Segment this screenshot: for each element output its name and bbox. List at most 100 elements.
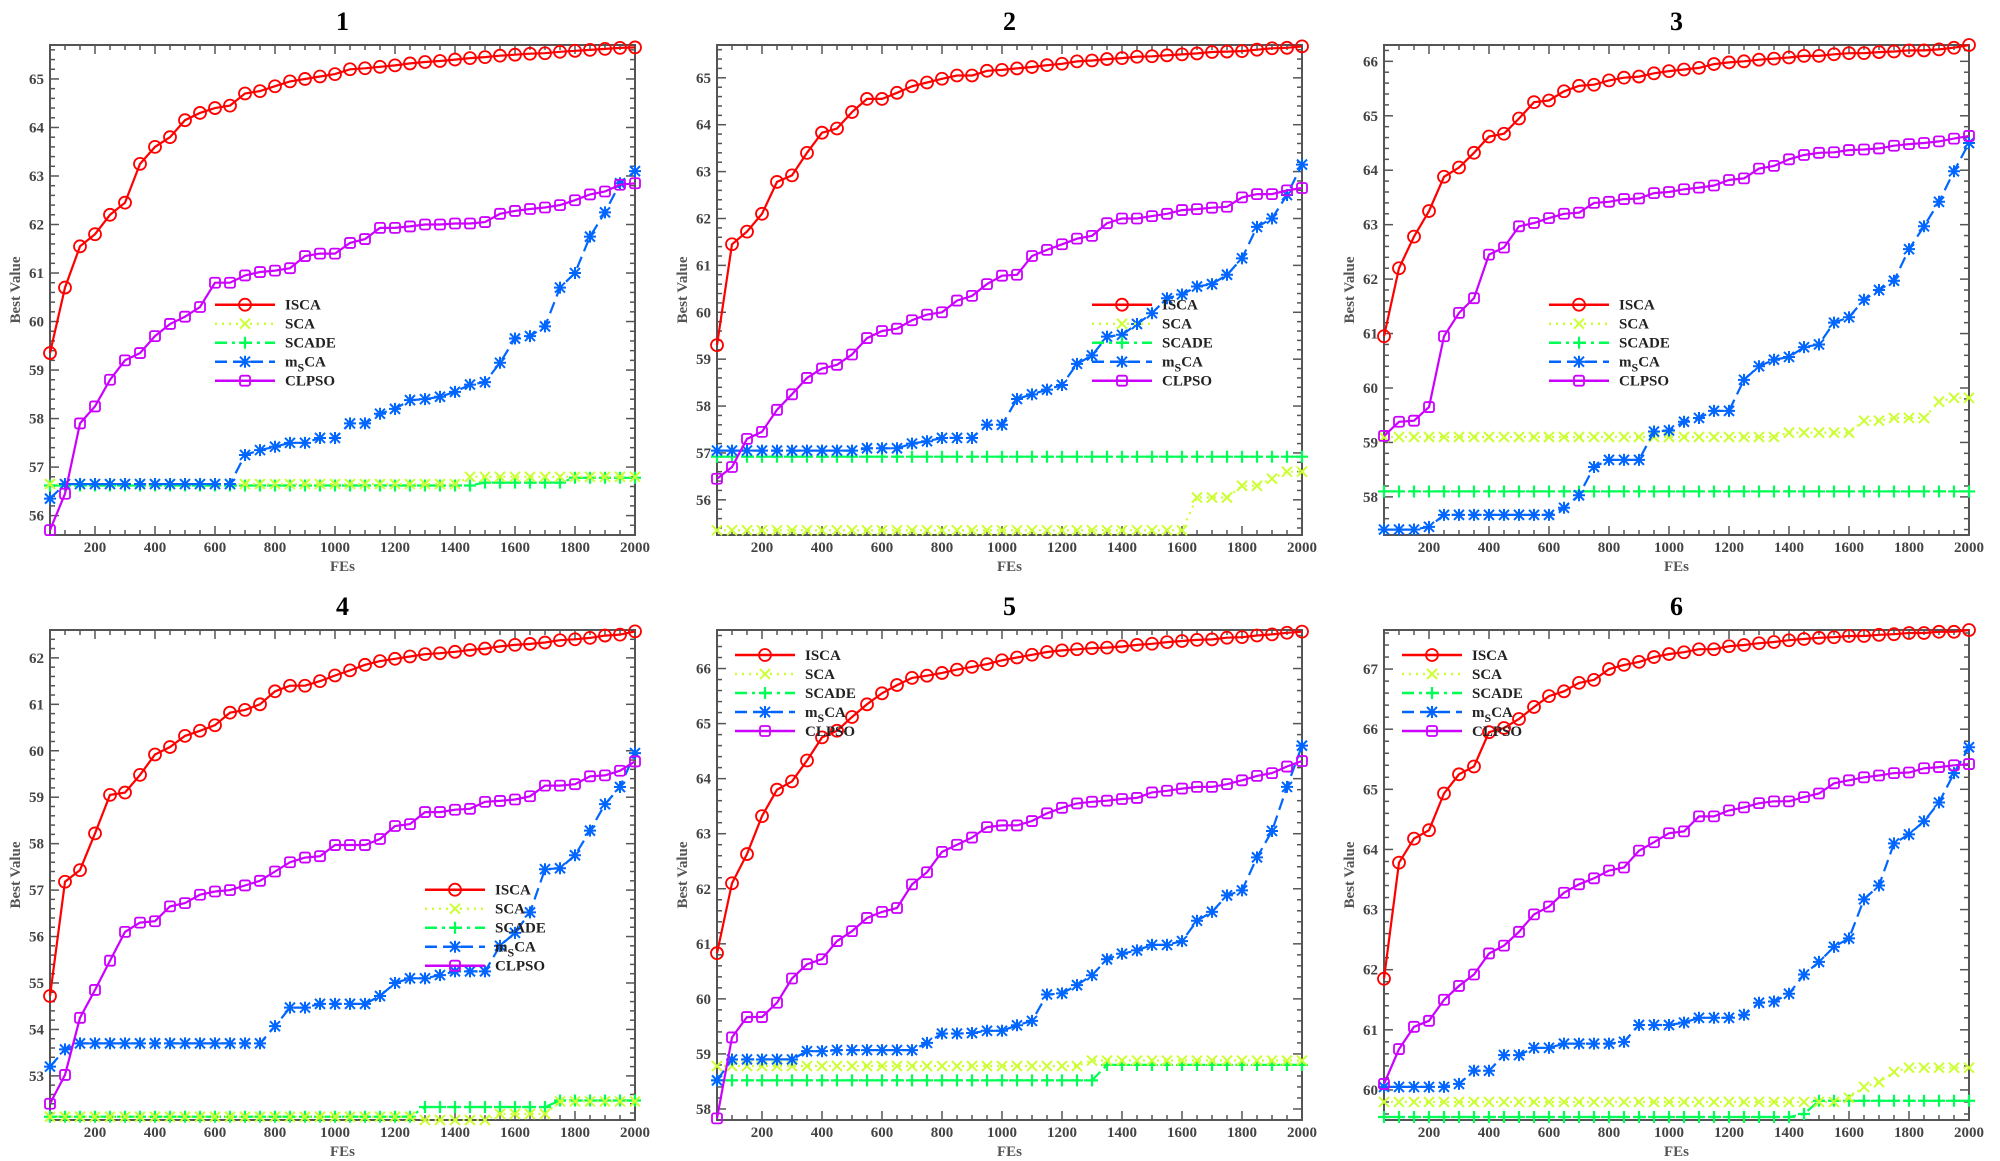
data-point — [464, 479, 476, 492]
data-point — [179, 1037, 191, 1050]
data-point — [711, 1112, 723, 1125]
data-point — [1873, 414, 1885, 427]
legend-item-scade: SCADE — [215, 336, 336, 352]
data-point — [830, 723, 844, 738]
data-point — [1453, 485, 1465, 498]
data-point — [1947, 40, 1961, 55]
legend-item-msca: mSCA — [1402, 705, 1513, 725]
data-point — [1101, 450, 1113, 463]
data-point — [1738, 1110, 1750, 1123]
data-point — [1071, 357, 1083, 370]
data-point — [134, 1111, 146, 1123]
data-point — [329, 247, 341, 260]
legend-label: ISCA — [1162, 298, 1198, 314]
x-tick-label: 800 — [931, 540, 954, 556]
data-point — [1708, 1110, 1720, 1123]
data-point — [1753, 996, 1765, 1009]
data-point — [1146, 307, 1158, 320]
data-point — [1558, 431, 1570, 443]
data-point — [1903, 485, 1915, 498]
data-point — [1378, 430, 1390, 442]
legend-label: SCA — [495, 902, 525, 918]
data-point — [801, 958, 813, 971]
data-point — [149, 1037, 161, 1050]
data-point — [921, 866, 933, 879]
data-point — [786, 1053, 798, 1066]
data-point — [253, 84, 267, 98]
x-tick-label: 1800 — [560, 1125, 590, 1141]
data-point — [936, 450, 948, 463]
data-point — [1707, 57, 1721, 71]
y-tick-label: 59 — [29, 790, 44, 806]
data-point — [1843, 144, 1855, 156]
data-point — [434, 1100, 446, 1113]
data-point — [1963, 1094, 1975, 1107]
series-clpso — [44, 177, 641, 537]
data-point — [1828, 940, 1840, 953]
data-point — [1767, 51, 1781, 66]
data-point — [238, 86, 252, 101]
data-point — [1587, 77, 1601, 92]
data-point — [1206, 450, 1218, 463]
data-point — [1813, 146, 1825, 159]
data-point — [1917, 43, 1931, 58]
legend-marker-icon — [759, 687, 771, 699]
y-tick-label: 58 — [29, 837, 44, 853]
data-point — [553, 633, 567, 648]
data-point — [164, 1037, 176, 1050]
data-point — [74, 417, 86, 430]
data-point — [344, 417, 356, 430]
data-point — [1588, 1110, 1600, 1123]
data-point — [1812, 630, 1826, 645]
data-point — [1146, 786, 1158, 799]
data-point — [1408, 485, 1420, 498]
y-tick-label: 64 — [696, 118, 712, 134]
data-point — [785, 168, 799, 183]
y-tick-label: 63 — [1363, 903, 1378, 919]
legend-marker-icon — [758, 648, 772, 662]
y-tick-label: 56 — [29, 930, 45, 946]
data-point — [831, 524, 843, 537]
data-point — [89, 1037, 101, 1050]
data-point — [374, 407, 386, 420]
plot-area — [716, 44, 1303, 536]
data-point — [845, 710, 859, 724]
data-point — [1648, 485, 1660, 498]
data-point — [1918, 137, 1930, 149]
y-tick-label: 63 — [29, 169, 44, 185]
data-point — [359, 417, 371, 430]
data-point — [1948, 132, 1960, 145]
data-point — [1933, 395, 1945, 408]
data-point — [831, 358, 843, 371]
x-tick-label: 200 — [84, 540, 107, 556]
data-point — [741, 432, 753, 445]
data-point — [1707, 642, 1721, 657]
data-point — [1678, 1016, 1690, 1029]
data-point — [554, 471, 566, 483]
data-point — [1236, 1054, 1248, 1067]
data-point — [1557, 684, 1571, 699]
data-point — [1888, 274, 1900, 287]
data-point — [1858, 1081, 1870, 1093]
x-tick-label: 1200 — [1714, 540, 1744, 556]
data-point — [1632, 654, 1646, 669]
x-tick-label: 1000 — [320, 540, 350, 556]
y-tick-label: 56 — [29, 509, 45, 525]
chart-panel-3: 3 200 400 600 800 1000 1200 1400 1600 1800 2000 58 5… — [1342, 7, 1984, 575]
data-point — [1933, 796, 1945, 809]
data-point — [389, 478, 401, 490]
tick-marks — [49, 45, 636, 536]
series-msca — [711, 158, 1308, 457]
data-point — [1407, 229, 1421, 244]
x-tick-label: 1200 — [1047, 540, 1077, 556]
data-point — [524, 1108, 536, 1120]
data-point — [1947, 624, 1961, 639]
data-point — [1903, 138, 1915, 150]
data-point — [1438, 431, 1450, 443]
data-point — [1813, 485, 1825, 498]
data-point — [921, 1074, 933, 1087]
data-point — [981, 278, 993, 291]
data-point — [1378, 1096, 1390, 1108]
data-point — [1572, 676, 1586, 690]
series-isca — [1377, 623, 1976, 986]
